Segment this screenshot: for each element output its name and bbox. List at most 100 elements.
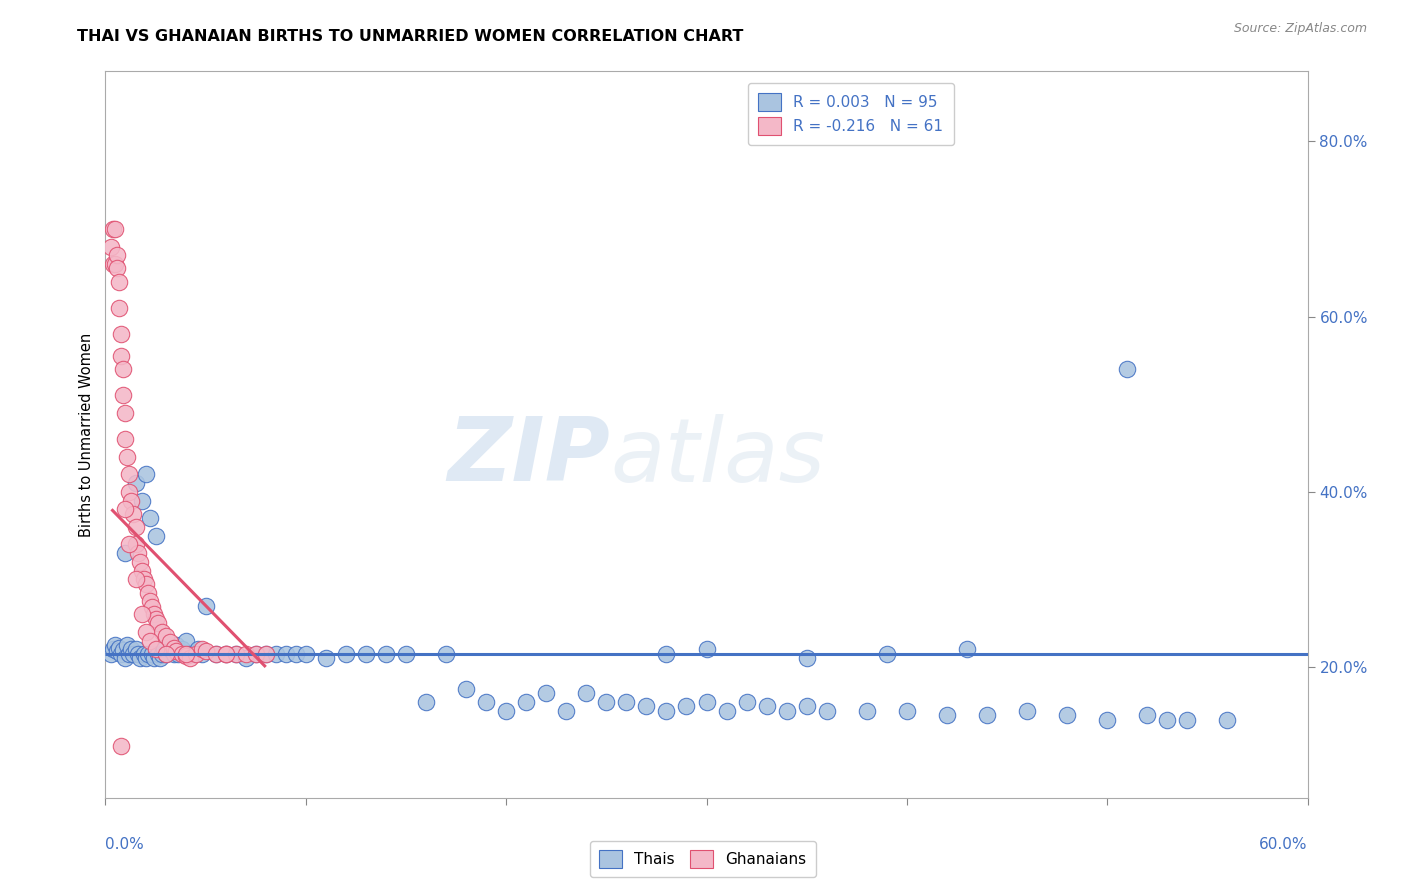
- Point: [796, 651, 818, 665]
- Point: [675, 699, 697, 714]
- Point: [225, 647, 247, 661]
- Point: [354, 647, 377, 661]
- Point: [150, 624, 173, 639]
- Point: [121, 642, 143, 657]
- Point: [194, 599, 217, 613]
- Point: [855, 704, 877, 718]
- Point: [117, 450, 139, 464]
- Point: [104, 257, 127, 271]
- Point: [190, 642, 212, 657]
- Point: [204, 647, 226, 661]
- Point: [128, 651, 150, 665]
- Point: [187, 642, 209, 657]
- Point: [165, 638, 187, 652]
- Point: [141, 647, 163, 661]
- Point: [159, 642, 181, 657]
- Point: [165, 644, 187, 658]
- Point: [534, 686, 557, 700]
- Point: [475, 695, 498, 709]
- Point: [131, 564, 153, 578]
- Point: [716, 704, 738, 718]
- Point: [274, 647, 297, 661]
- Point: [415, 695, 437, 709]
- Point: [103, 222, 125, 236]
- Point: [150, 647, 173, 661]
- Point: [374, 647, 398, 661]
- Point: [135, 467, 157, 482]
- Text: 0.0%: 0.0%: [105, 837, 145, 852]
- Point: [655, 704, 678, 718]
- Point: [159, 635, 181, 649]
- Text: atlas: atlas: [610, 414, 825, 500]
- Point: [117, 638, 139, 652]
- Point: [735, 695, 758, 709]
- Point: [796, 699, 818, 714]
- Point: [1136, 708, 1159, 723]
- Point: [118, 467, 141, 482]
- Point: [110, 647, 132, 661]
- Point: [108, 301, 131, 315]
- Point: [254, 647, 277, 661]
- Point: [1056, 708, 1078, 723]
- Point: [170, 642, 193, 657]
- Text: THAI VS GHANAIAN BIRTHS TO UNMARRIED WOMEN CORRELATION CHART: THAI VS GHANAIAN BIRTHS TO UNMARRIED WOM…: [77, 29, 744, 44]
- Point: [114, 651, 136, 665]
- Point: [179, 651, 201, 665]
- Point: [122, 647, 145, 661]
- Point: [1156, 713, 1178, 727]
- Point: [124, 642, 146, 657]
- Point: [124, 520, 146, 534]
- Point: [148, 651, 170, 665]
- Point: [155, 629, 177, 643]
- Point: [103, 642, 125, 657]
- Point: [1017, 704, 1039, 718]
- Point: [515, 695, 537, 709]
- Text: ZIP: ZIP: [447, 413, 610, 500]
- Point: [132, 573, 155, 587]
- Point: [214, 647, 236, 661]
- Point: [145, 642, 167, 657]
- Point: [174, 633, 197, 648]
- Point: [142, 651, 165, 665]
- Point: [107, 261, 129, 276]
- Point: [264, 647, 287, 661]
- Point: [170, 647, 193, 661]
- Point: [146, 647, 169, 661]
- Point: [595, 695, 617, 709]
- Point: [132, 647, 155, 661]
- Point: [184, 647, 207, 661]
- Point: [104, 222, 127, 236]
- Point: [183, 647, 205, 661]
- Point: [155, 647, 177, 661]
- Point: [454, 681, 477, 696]
- Point: [174, 647, 197, 661]
- Point: [295, 647, 318, 661]
- Point: [124, 573, 146, 587]
- Point: [104, 638, 127, 652]
- Point: [976, 708, 998, 723]
- Legend: Thais, Ghanaians: Thais, Ghanaians: [591, 841, 815, 877]
- Point: [755, 699, 778, 714]
- Point: [110, 327, 132, 342]
- Point: [114, 406, 136, 420]
- Point: [315, 651, 337, 665]
- Point: [118, 484, 141, 499]
- Point: [155, 647, 177, 661]
- Point: [110, 349, 132, 363]
- Point: [434, 647, 457, 661]
- Point: [162, 647, 184, 661]
- Point: [495, 704, 517, 718]
- Point: [896, 704, 918, 718]
- Point: [100, 647, 122, 661]
- Point: [204, 647, 226, 661]
- Point: [956, 642, 979, 657]
- Point: [127, 546, 149, 560]
- Point: [118, 647, 141, 661]
- Point: [135, 576, 157, 591]
- Point: [254, 647, 277, 661]
- Point: [395, 647, 418, 661]
- Point: [575, 686, 598, 700]
- Point: [179, 647, 201, 661]
- Point: [107, 644, 129, 658]
- Point: [136, 585, 159, 599]
